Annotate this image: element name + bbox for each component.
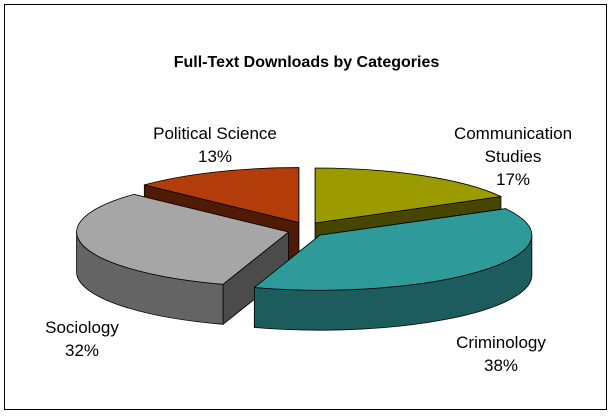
slice-percent: 13%: [197, 147, 233, 166]
pie-slice-communication-studies: [314, 167, 502, 224]
slice-name-line: Studies: [484, 147, 542, 166]
slice-name-line: Communication: [453, 124, 573, 143]
slice-label-criminology: Criminology 38%: [436, 331, 566, 377]
slice-label-sociology: Sociology 32%: [22, 316, 142, 362]
slice-name-line: Sociology: [45, 318, 119, 337]
slice-label-communication-studies: Communication Studies 17%: [428, 122, 598, 191]
pie-slice-criminology: [253, 208, 533, 291]
slice-name-line: Criminology: [456, 333, 546, 352]
slice-percent: 38%: [483, 356, 519, 375]
slice-percent: 32%: [64, 341, 100, 360]
pie-slice-sociology: [76, 193, 289, 285]
slice-label-political-science: Political Science 13%: [130, 122, 300, 168]
slice-percent: 17%: [495, 170, 531, 189]
chart-title: Full-Text Downloads by Categories: [173, 54, 440, 71]
pie-slice-political-science: [143, 167, 300, 223]
slice-name-line: Political Science: [153, 124, 277, 143]
